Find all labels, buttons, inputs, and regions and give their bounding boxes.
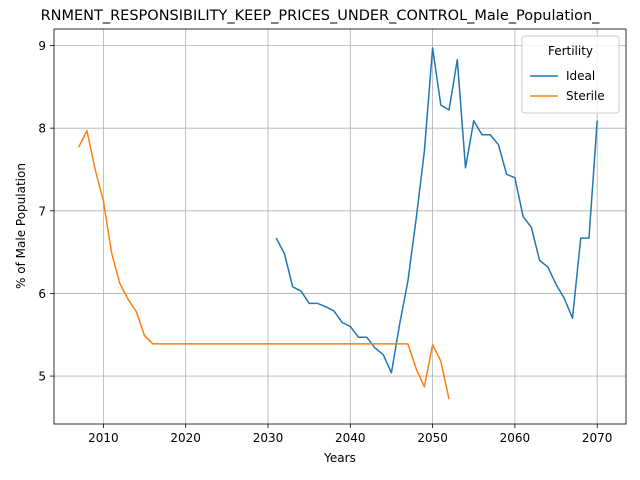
x-tick-label: 2070: [582, 431, 613, 445]
legend: Fertility Ideal Sterile: [521, 35, 620, 114]
series-line-ideal: [275, 47, 598, 374]
series-line-sterile: [78, 129, 450, 400]
x-tick-label: 2050: [417, 431, 448, 445]
x-tick-label: 2040: [335, 431, 366, 445]
x-tick-label: 2020: [170, 431, 201, 445]
legend-label-sterile: Sterile: [566, 89, 605, 103]
grid: [54, 29, 626, 424]
y-axis-label: % of Male Population: [14, 163, 28, 289]
y-tick-label: 5: [38, 370, 46, 384]
x-tick-label: 2010: [88, 431, 119, 445]
y-tick-label: 7: [38, 204, 46, 218]
x-tick-label: 2060: [500, 431, 531, 445]
ticks: 2010 2020 2030 2040 2050 2060 2070 5 6 7 8 9: [38, 39, 612, 445]
y-tick-label: 8: [38, 122, 46, 136]
legend-title: Fertility: [548, 44, 593, 58]
chart-title: RNMENT_RESPONSIBILITY_KEEP_PRICES_UNDER_…: [41, 8, 601, 24]
y-tick-label: 9: [38, 39, 46, 53]
series-layer: [78, 47, 598, 400]
y-tick-label: 6: [38, 287, 46, 301]
plot-area-frame: [53, 28, 627, 425]
x-axis-label: Years: [323, 451, 356, 465]
x-tick-label: 2030: [253, 431, 284, 445]
legend-box: [521, 35, 620, 114]
legend-label-ideal: Ideal: [566, 69, 595, 83]
